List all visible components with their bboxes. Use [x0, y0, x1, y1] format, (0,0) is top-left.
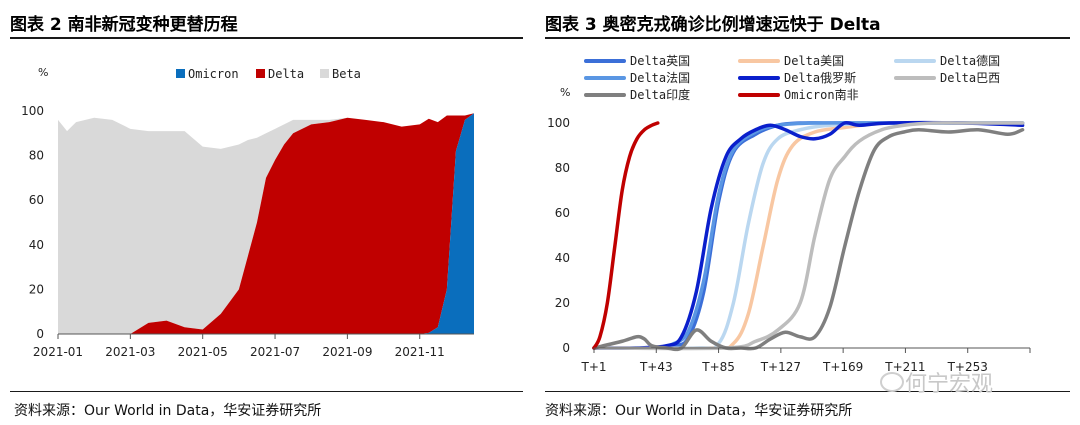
left-source-note: 资料来源：Our World in Data，华安证券研究所 — [14, 403, 322, 419]
watermark-text: 何宁宏观 — [905, 372, 994, 397]
y-tick-label: 100 — [547, 116, 570, 130]
legend-label-Delta印度: Delta印度 — [630, 87, 690, 102]
legend-label-Delta俄罗斯: Delta俄罗斯 — [784, 71, 856, 85]
x-tick-label: 2021-07 — [250, 345, 300, 359]
legend-label-Delta德国: Delta德国 — [940, 53, 1000, 68]
y-tick-label: 20 — [555, 296, 570, 310]
x-tick-label: T+127 — [760, 360, 801, 374]
right-source-note: 资料来源：Our World in Data，华安证券研究所 — [545, 403, 853, 419]
legend-label-beta: Beta — [332, 67, 361, 81]
y-tick-label: 60 — [555, 206, 570, 220]
beta-area — [58, 113, 474, 334]
right-chart-title: 图表 3 奥密克戎确诊比例增速远快于 Delta — [545, 15, 881, 35]
right-source-rule — [545, 391, 1070, 392]
legend-label-delta: Delta — [268, 67, 304, 81]
x-tick-label: T+1 — [580, 360, 606, 374]
x-tick-label: 2021-03 — [105, 345, 155, 359]
x-tick-label: T+169 — [822, 360, 863, 374]
series-line-Delta巴西 — [592, 121, 1025, 351]
series-line-Omicron南非 — [592, 121, 660, 350]
x-tick-label: T+211 — [884, 360, 925, 374]
y-unit-label: % — [560, 86, 570, 99]
y-tick-label: 40 — [29, 238, 44, 252]
series-line-Delta俄罗斯 — [592, 120, 1025, 350]
legend-label-Delta英国: Delta英国 — [630, 54, 690, 68]
wechat-icon — [880, 372, 904, 392]
left-chart-title: 图表 2 南非新冠变种更替历程 — [10, 15, 238, 35]
right-title-rule — [545, 37, 1070, 39]
legend-label-Delta法国: Delta法国 — [630, 71, 690, 85]
y-unit-label: % — [38, 66, 48, 79]
left-title-rule — [10, 37, 523, 39]
legend-label-Delta巴西: Delta巴西 — [940, 71, 1000, 85]
left-source-rule — [10, 391, 523, 392]
legend-swatch-omicron — [176, 69, 185, 78]
x-tick-label: T+85 — [701, 360, 735, 374]
series-line-Delta印度 — [592, 127, 1025, 352]
delta-area — [58, 113, 474, 334]
x-tick-label: T+43 — [639, 360, 673, 374]
y-tick-label: 80 — [555, 161, 570, 175]
y-tick-label: 100 — [21, 104, 44, 118]
x-tick-label: 2021-01 — [33, 345, 83, 359]
x-tick-label: 2021-11 — [395, 345, 445, 359]
y-tick-label: 40 — [555, 251, 570, 265]
y-tick-label: 0 — [36, 327, 44, 341]
series-line-Delta美国 — [592, 120, 1025, 351]
series-line-Delta德国 — [592, 121, 1025, 351]
legend-label-Delta美国: Delta美国 — [784, 54, 844, 68]
legend-label-omicron: Omicron — [188, 67, 239, 81]
legend-swatch-beta — [320, 69, 329, 78]
series-line-Delta英国 — [592, 121, 1025, 350]
x-tick-label: 2021-05 — [178, 345, 228, 359]
y-tick-label: 0 — [562, 341, 570, 355]
y-tick-label: 80 — [29, 149, 44, 163]
legend-label-Omicron南非: Omicron南非 — [784, 87, 859, 102]
series-line-Delta法国 — [592, 121, 1025, 351]
legend-swatch-delta — [256, 69, 265, 78]
x-tick-label: T+253 — [947, 360, 988, 374]
y-tick-label: 20 — [29, 282, 44, 296]
x-tick-label: 2021-09 — [322, 345, 372, 359]
y-tick-label: 60 — [29, 193, 44, 207]
